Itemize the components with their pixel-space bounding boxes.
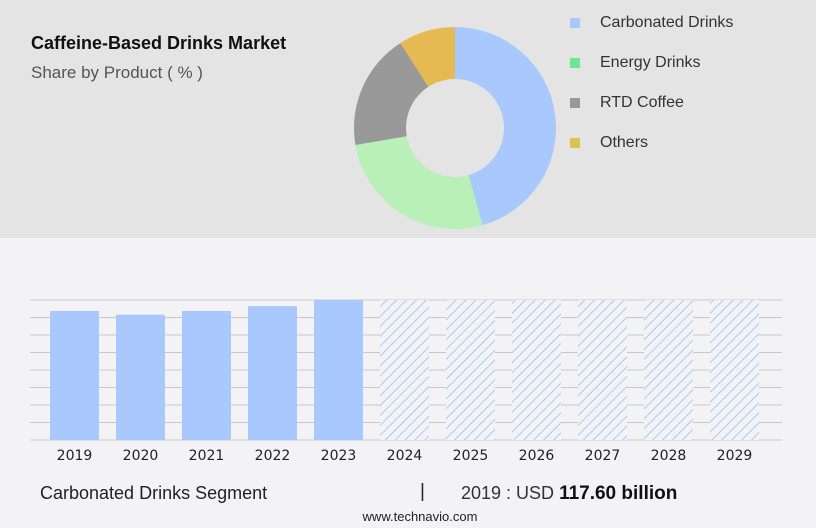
x-tick-label: 2019	[57, 448, 93, 464]
bar-2021	[182, 310, 231, 440]
bar-2022	[248, 306, 297, 440]
site-url: www.technavio.com	[362, 509, 478, 524]
chart-title: Caffeine-Based Drinks Market	[31, 33, 287, 53]
x-tick-label: 2023	[321, 448, 357, 464]
forecast-bar-2027	[578, 300, 627, 440]
footer-separator: |	[420, 481, 425, 502]
x-tick-label: 2028	[651, 448, 687, 464]
legend-item: Energy Drinks	[570, 54, 700, 72]
x-tick-label: 2021	[189, 448, 225, 464]
donut-slice-carbonated-drinks	[455, 27, 556, 226]
x-tick-label: 2026	[519, 448, 555, 464]
footer-value: 2019 : USD 117.60 billion	[461, 483, 677, 505]
bar-2020	[116, 314, 165, 440]
legend-label: Energy Drinks	[600, 54, 701, 71]
legend-item: RTD Coffee	[570, 94, 684, 112]
legend-swatch	[570, 138, 580, 148]
x-tick-label: 2029	[717, 448, 753, 464]
footer-amount: 117.60 billion	[559, 483, 678, 504]
chart-subtitle: Share by Product ( % )	[31, 63, 203, 82]
legend-label: Carbonated Drinks	[600, 14, 734, 31]
footer-segment: Carbonated Drinks Segment	[40, 483, 268, 503]
legend-swatch	[570, 98, 580, 108]
bar-chart: 2019 2020 2021 2022 2023 2024 2025 2026 2027 2028…	[30, 299, 782, 464]
x-tick-label: 2024	[387, 448, 423, 464]
forecast-bar-2024	[380, 300, 429, 440]
bar-2023	[314, 300, 363, 440]
forecast-bar-2026	[512, 300, 561, 440]
x-tick-label: 2022	[255, 448, 291, 464]
x-tick-label: 2020	[123, 448, 159, 464]
donut-slice-energy-drinks	[355, 136, 483, 229]
legend-swatch	[570, 18, 580, 28]
forecast-bar-2029	[710, 300, 759, 440]
donut-slice-rtd-coffee	[354, 43, 429, 146]
legend-item: Carbonated Drinks	[570, 14, 733, 32]
donut-slice-others	[400, 27, 455, 87]
legend-label: RTD Coffee	[600, 94, 684, 111]
legend-item: Others	[570, 134, 648, 152]
forecast-bar-2028	[644, 300, 693, 440]
donut-chart	[354, 27, 556, 229]
x-tick-label: 2027	[585, 448, 621, 464]
legend-label: Others	[600, 134, 649, 151]
bar-2019	[50, 310, 99, 440]
footer-year: 2019 : USD	[461, 483, 560, 503]
forecast-bar-2025	[446, 300, 495, 440]
x-tick-label: 2025	[453, 448, 489, 464]
legend-swatch	[570, 58, 580, 68]
